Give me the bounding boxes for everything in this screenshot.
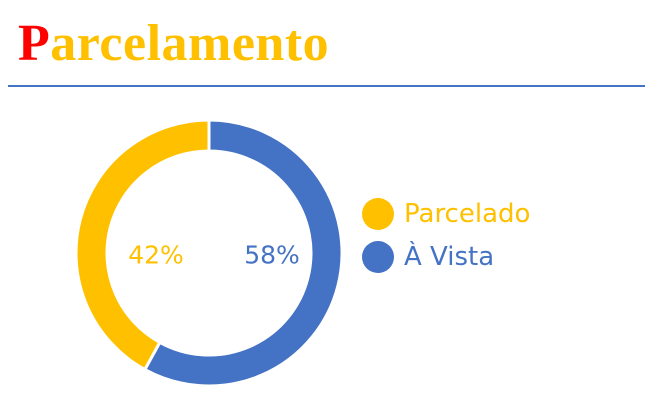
slice-vista	[142, 118, 344, 388]
legend-label-a-vista: À Vista	[404, 242, 495, 272]
title-first-letter: P	[18, 15, 51, 72]
legend-item-parcelado: Parcelado	[362, 194, 530, 234]
page-title: Parcelamento	[18, 12, 329, 76]
data-label-parcelado: 42%	[128, 241, 184, 270]
title-divider	[8, 85, 645, 87]
title-rest: arcelamento	[50, 15, 330, 72]
chart-slices	[74, 118, 344, 388]
legend-swatch-a-vista	[362, 241, 394, 273]
chart-data-labels: 42% 58%	[128, 241, 300, 270]
slice-parcelado	[74, 118, 211, 372]
data-label-a-vista: 58%	[244, 241, 300, 270]
legend-swatch-parcelado	[362, 198, 394, 230]
legend-label-parcelado: Parcelado	[404, 199, 531, 229]
chart-legend: Parcelado À Vista	[362, 194, 530, 280]
legend-item-a-vista: À Vista	[362, 237, 530, 277]
